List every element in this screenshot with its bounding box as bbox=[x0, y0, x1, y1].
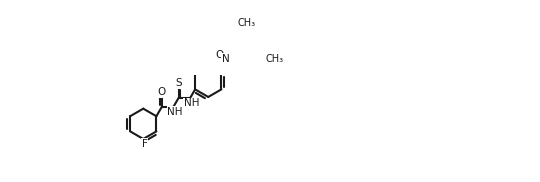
Text: F: F bbox=[142, 139, 147, 149]
Text: CH₃: CH₃ bbox=[238, 18, 255, 28]
Text: CH₃: CH₃ bbox=[265, 54, 284, 64]
Text: N: N bbox=[222, 54, 230, 64]
Text: S: S bbox=[175, 78, 182, 88]
Text: O: O bbox=[215, 50, 223, 60]
Text: NH: NH bbox=[167, 107, 183, 117]
Text: NH: NH bbox=[184, 98, 199, 108]
Text: O: O bbox=[158, 87, 166, 97]
